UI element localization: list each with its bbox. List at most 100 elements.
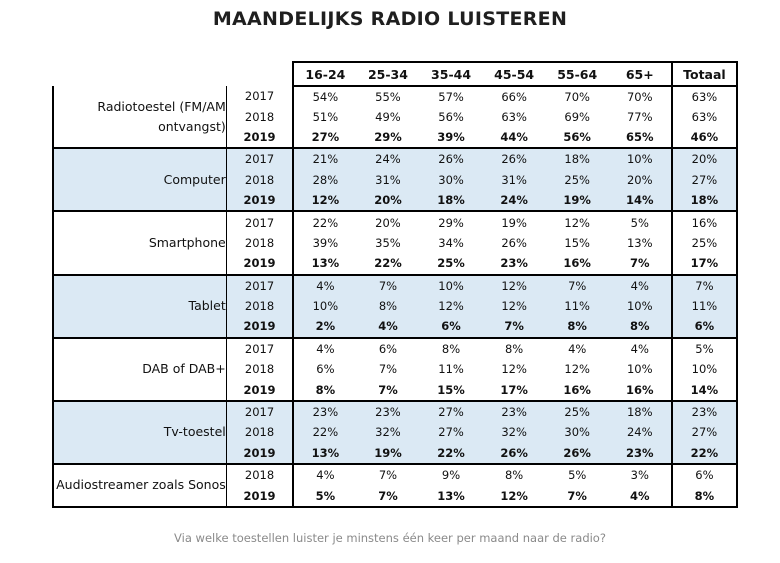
table-row: 2019 2% 4% 6% 7% 8% 8% 6% <box>53 316 739 339</box>
value-cell: 35% <box>375 235 401 250</box>
device-label: Radiotoestel (FM/AM ontvangst) <box>51 86 227 150</box>
table-row: 2019 13% 22% 25% 23% 16% 7% 17% <box>53 253 739 276</box>
value-cell: 25% <box>545 400 609 423</box>
value-cell: 12% <box>482 485 546 508</box>
value-cell: 22% <box>356 253 420 276</box>
column-header-total: Totaal <box>670 61 739 87</box>
value-cell: 2% <box>292 316 357 339</box>
value-cell: 5% <box>630 215 649 230</box>
table-row: 2018 39% 35% 34% 26% 15% 13% 25% <box>53 232 739 254</box>
total-cell: 18% <box>670 189 739 213</box>
value-cell: 26% <box>482 148 546 170</box>
table-row: DAB of DAB+ 2017 4% 6% 8% 8% 4% 4% 5% <box>51 337 739 402</box>
total-cell: 27% <box>670 422 739 443</box>
value-cell: 28% <box>292 169 357 190</box>
value-cell: 32% <box>482 422 546 443</box>
year-cell: 2018 <box>244 109 275 124</box>
value-cell: 18% <box>419 189 483 213</box>
value-cell: 10% <box>419 274 483 296</box>
year-cell: 2017 <box>244 89 275 104</box>
device-label: Audiostreamer zoals Sonos <box>51 464 227 508</box>
total-cell: 27% <box>670 169 739 190</box>
value-cell: 6% <box>419 316 483 339</box>
value-cell: 23% <box>356 400 420 423</box>
device-label: Computer <box>51 148 227 213</box>
value-cell: 39% <box>419 126 483 150</box>
total-cell: 25% <box>670 232 739 254</box>
value-cell: 23% <box>482 253 546 276</box>
value-cell: 18% <box>545 148 609 170</box>
footnote: Via welke toestellen luister je minstens… <box>174 531 606 545</box>
total-cell: 17% <box>670 253 739 276</box>
value-cell: 7% <box>378 468 398 483</box>
value-cell: 4% <box>292 274 357 296</box>
value-cell: 66% <box>501 89 527 104</box>
value-cell: 32% <box>356 422 420 443</box>
total-cell: 6% <box>670 316 739 339</box>
value-cell: 20% <box>356 189 420 213</box>
value-cell: 70% <box>626 89 653 104</box>
value-cell: 4% <box>292 464 357 486</box>
value-cell: 4% <box>356 316 420 339</box>
total-cell: 7% <box>670 274 739 296</box>
table-row: Audiostreamer zoals Sonos 2018 4% 7% 9% 8% 5% 3… <box>51 464 739 508</box>
value-cell: 15% <box>564 235 590 250</box>
value-cell: 11% <box>438 362 464 377</box>
value-cell: 4% <box>630 341 649 356</box>
value-cell: 13% <box>292 442 357 466</box>
table-row: 2019 5% 7% 13% 12% 7% 4% 8% <box>53 485 739 508</box>
value-cell: 8% <box>608 316 672 339</box>
value-cell: 4% <box>608 485 672 508</box>
table-row: Smartphone 2017 22% 20% 29% 19% 12% 5% 16% <box>51 211 739 276</box>
value-cell: 39% <box>292 232 357 254</box>
year-cell: 2018 <box>244 468 275 483</box>
table-row: Computer 2017 21% 24% 26% 26% 18% 10% 20% <box>51 148 739 213</box>
value-cell: 34% <box>438 235 464 250</box>
value-cell: 26% <box>501 235 527 250</box>
year-cell: 2019 <box>226 126 294 150</box>
total-cell: 11% <box>670 295 739 317</box>
value-cell: 56% <box>438 109 464 124</box>
value-cell: 31% <box>482 169 546 190</box>
value-cell: 17% <box>482 379 546 402</box>
value-cell: 19% <box>545 189 609 213</box>
value-cell: 24% <box>356 148 420 170</box>
value-cell: 16% <box>545 253 609 276</box>
total-cell: 5% <box>670 337 739 360</box>
total-cell: 20% <box>670 148 739 170</box>
value-cell: 15% <box>419 379 483 402</box>
year-cell: 2018 <box>244 362 275 377</box>
chart-title: MAANDELIJKS RADIO LUISTEREN <box>212 8 568 30</box>
value-cell: 3% <box>630 468 649 483</box>
value-cell: 55% <box>375 89 401 104</box>
value-cell: 25% <box>545 169 609 190</box>
header-row: 16-24 25-34 35-44 45-54 55-64 65+ Totaal <box>53 61 739 87</box>
table-row: 2018 10% 8% 12% 12% 11% 10% 11% <box>53 295 739 317</box>
value-cell: 8% <box>356 295 420 317</box>
year-cell: 2017 <box>244 341 275 356</box>
data-table: 16-24 25-34 35-44 45-54 55-64 65+ Totaal… <box>51 61 739 508</box>
value-cell: 7% <box>545 274 609 296</box>
value-cell: 18% <box>608 400 672 423</box>
value-cell: 8% <box>545 316 609 339</box>
device-label: Tablet <box>51 274 227 339</box>
table-body: Radiotoestel (FM/AM ontvangst) 2017 54% 55%… <box>51 86 739 508</box>
year-cell: 2017 <box>226 400 294 423</box>
value-cell: 12% <box>292 189 357 213</box>
value-cell: 5% <box>292 485 357 508</box>
total-cell: 8% <box>670 485 739 508</box>
value-cell: 29% <box>438 215 464 230</box>
value-cell: 24% <box>482 189 546 213</box>
value-cell: 22% <box>292 422 357 443</box>
value-cell: 70% <box>564 89 590 104</box>
table-row: 2019 8% 7% 15% 17% 16% 16% 14% <box>53 379 739 402</box>
value-cell: 5% <box>568 468 587 483</box>
column-header: 16-24 <box>292 61 357 87</box>
value-cell: 7% <box>356 379 420 402</box>
total-cell: 23% <box>670 400 739 423</box>
value-cell: 26% <box>545 442 609 466</box>
year-cell: 2017 <box>244 215 275 230</box>
value-cell: 8% <box>441 341 461 356</box>
value-cell: 22% <box>292 211 357 233</box>
value-cell: 23% <box>608 442 672 466</box>
